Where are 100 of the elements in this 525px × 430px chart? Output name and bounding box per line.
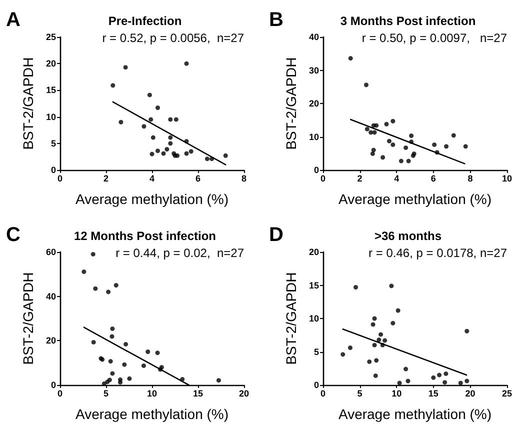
x-tick-label: 2 xyxy=(357,174,362,184)
point xyxy=(156,148,160,154)
point xyxy=(147,92,152,98)
y-tick-label: 40 xyxy=(308,32,319,42)
point xyxy=(390,118,396,124)
y-tick-label: 5 xyxy=(50,138,56,148)
chart-title: Pre-Infection xyxy=(108,14,182,28)
x-tick-label: 25 xyxy=(502,388,512,398)
chart-title: 12 Months Post infection xyxy=(74,229,216,243)
point xyxy=(389,284,394,288)
point xyxy=(340,352,346,357)
x-tick-label: 20 xyxy=(465,388,476,398)
point xyxy=(396,308,400,313)
point xyxy=(150,135,156,140)
y-tick-label: 20 xyxy=(308,247,319,257)
point xyxy=(376,338,382,342)
point xyxy=(409,134,414,138)
point xyxy=(174,117,178,122)
point xyxy=(223,153,228,158)
point xyxy=(458,380,463,386)
point xyxy=(141,363,146,368)
point xyxy=(434,150,440,155)
x-tick-label: 15 xyxy=(192,388,204,398)
point xyxy=(146,350,150,354)
point xyxy=(386,138,392,144)
point xyxy=(380,342,385,348)
x-tick-label: 6 xyxy=(195,174,201,184)
x-axis-title: Average methylation (%) xyxy=(338,191,492,207)
point xyxy=(118,380,123,385)
point xyxy=(368,130,374,135)
point xyxy=(444,144,449,149)
point xyxy=(378,332,384,337)
x-tick-label: 2 xyxy=(103,174,109,184)
y-axis-title: BST-2/GAPDH xyxy=(20,57,36,150)
point xyxy=(372,316,377,321)
point xyxy=(142,124,146,129)
point xyxy=(184,139,189,144)
x-tick-label: 20 xyxy=(238,388,250,398)
y-tick-label: 0 xyxy=(50,165,56,175)
point xyxy=(390,320,396,326)
x-tick-label: 8 xyxy=(468,174,473,184)
y-tick-label: 10 xyxy=(46,112,56,122)
y-tick-label: 5 xyxy=(314,346,319,357)
y-tick-label: 0 xyxy=(314,165,319,175)
point xyxy=(210,156,214,162)
point xyxy=(348,346,352,350)
point xyxy=(148,117,154,122)
point xyxy=(216,378,221,383)
point xyxy=(184,151,189,156)
annotation: r = 0.52, p = 0.0056, n=27 xyxy=(102,31,244,45)
point xyxy=(397,380,402,386)
x-tick-label: 0 xyxy=(320,388,326,398)
x-tick-label: 5 xyxy=(103,388,109,398)
annotation: r = 0.46, p = 0.0178, n=27 xyxy=(368,246,508,260)
x-tick-label: 0 xyxy=(320,174,326,184)
point xyxy=(118,120,124,124)
point xyxy=(464,328,470,334)
x-tick-label: 0 xyxy=(57,174,63,184)
point xyxy=(93,286,98,291)
x-tick-label: 15 xyxy=(428,388,438,398)
text: B xyxy=(269,9,284,31)
x-tick-label: 10 xyxy=(146,388,158,398)
point xyxy=(374,358,379,363)
y-tick-label: 20 xyxy=(308,98,319,108)
point xyxy=(123,65,128,70)
point xyxy=(91,340,96,344)
point xyxy=(372,130,377,135)
point xyxy=(168,141,173,146)
point xyxy=(464,378,470,384)
text: D xyxy=(269,224,284,246)
point xyxy=(127,376,132,381)
point xyxy=(90,252,96,256)
point xyxy=(204,156,210,162)
point xyxy=(437,372,442,378)
point xyxy=(156,106,160,110)
annotation: r = 0.50, p = 0.0097, n=27 xyxy=(362,31,508,45)
point xyxy=(409,139,414,144)
point xyxy=(463,144,468,149)
y-tick-label: 15 xyxy=(308,280,319,290)
x-tick-label: 0 xyxy=(57,388,63,398)
y-tick-label: 0 xyxy=(50,380,56,390)
point xyxy=(110,326,115,331)
y-tick-label: 60 xyxy=(46,247,56,257)
y-tick-label: 0 xyxy=(314,380,319,390)
point xyxy=(82,269,86,274)
x-tick-label: 4 xyxy=(394,174,400,184)
y-tick-label: 30 xyxy=(308,65,319,76)
x-tick-label: 4 xyxy=(149,174,155,184)
y-axis-title: BST-2/GAPDH xyxy=(283,272,300,365)
point xyxy=(108,359,113,364)
y-tick-label: 25 xyxy=(46,32,56,42)
point xyxy=(372,342,377,348)
point xyxy=(180,376,185,382)
point xyxy=(364,126,370,132)
point xyxy=(406,378,410,384)
chart-title: 3 Months Post infection xyxy=(340,14,476,28)
point xyxy=(155,350,160,356)
y-tick-label: 20 xyxy=(46,58,56,69)
y-tick-label: 10 xyxy=(308,132,319,142)
point xyxy=(175,153,180,158)
